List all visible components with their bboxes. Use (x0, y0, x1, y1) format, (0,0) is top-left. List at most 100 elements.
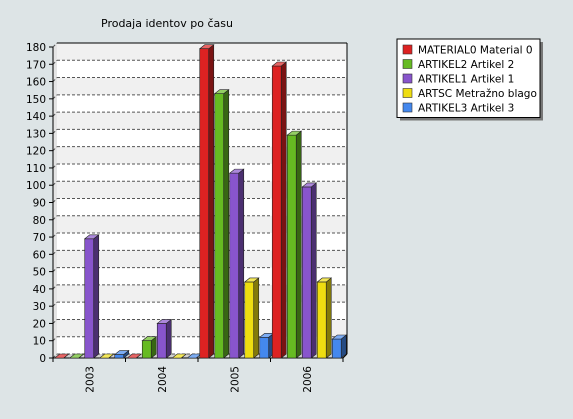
y-tick-label: 110 (26, 163, 46, 175)
bar-side (208, 44, 215, 359)
bar (53, 353, 70, 359)
legend-swatch (402, 44, 413, 55)
bar-top (301, 182, 318, 188)
bar (141, 336, 158, 359)
bar-top (198, 44, 215, 50)
gridline (52, 284, 58, 290)
legend-box (396, 38, 541, 118)
bar-top (113, 350, 130, 355)
bar-top (286, 130, 303, 136)
x-tick-label: 2006 (302, 366, 314, 393)
gridline (52, 267, 58, 272)
bar-front (156, 323, 167, 359)
bar-front (331, 338, 342, 359)
chart-title: Prodaja identov po času (101, 17, 233, 30)
bar (243, 277, 260, 359)
bar-side (325, 277, 332, 359)
legend-label: ARTIKEL2 Artikel 2 (418, 59, 514, 71)
bar (301, 182, 318, 359)
y-tick-label: 180 (26, 42, 46, 54)
y-tick-label: 40 (33, 284, 46, 296)
bar-front (114, 354, 125, 359)
legend-swatch (402, 88, 413, 98)
gridline (52, 111, 58, 117)
legend-label: ARTIKEL1 Artikel 1 (418, 74, 514, 86)
gridline (52, 232, 58, 238)
x-tick-label: 2003 (84, 366, 96, 393)
y-tick-label: 170 (26, 59, 46, 71)
bar-top (68, 353, 85, 359)
bar-side (253, 277, 260, 359)
bar-top (316, 277, 333, 283)
bar (156, 318, 173, 359)
legend-swatch (402, 73, 413, 84)
legend-swatch (402, 59, 413, 69)
bar-top (171, 353, 188, 359)
y-tick-label: 150 (26, 94, 46, 106)
gridline (52, 198, 58, 203)
bar-top (156, 319, 173, 324)
bar (286, 130, 303, 359)
bar-top (141, 336, 158, 342)
y-tick-label: 30 (33, 301, 46, 313)
bar-side (310, 182, 317, 359)
bar-front (316, 281, 327, 359)
gridline (52, 129, 58, 134)
bar-front (271, 65, 282, 359)
bar-front (259, 336, 270, 359)
bar-front (301, 186, 312, 359)
gridline (52, 146, 58, 152)
bar (198, 44, 215, 359)
bar-top (98, 353, 115, 359)
bar (83, 234, 100, 359)
bar (126, 353, 143, 359)
bar (171, 353, 188, 359)
gridline (52, 319, 58, 324)
gridline (52, 249, 58, 255)
x-tick-label: 2004 (157, 366, 169, 393)
plot-frame-corner (342, 353, 348, 359)
gridline (52, 163, 58, 169)
bar (68, 353, 85, 359)
bar-top (271, 61, 288, 67)
bar-front (244, 281, 255, 359)
y-tick-label: 0 (39, 353, 46, 365)
bar-top (53, 353, 70, 359)
bar-side (238, 168, 245, 359)
legend: MATERIAL0 Material 0 ARTIKEL2 Artikel 2 AR… (396, 38, 543, 121)
bar-side (295, 130, 302, 359)
bar (213, 89, 230, 359)
gridline (52, 301, 58, 307)
bar-front (84, 238, 95, 359)
bar (228, 168, 245, 359)
bar-front (199, 48, 210, 359)
y-tick-label: 60 (33, 249, 46, 261)
x-tick-label: 2005 (229, 366, 241, 393)
y-tick-label: 120 (26, 146, 46, 158)
y-tick-label: 130 (26, 128, 46, 140)
y-tick-label: 160 (26, 77, 46, 89)
bar-top (243, 277, 260, 283)
gridline (52, 215, 58, 221)
gridline (52, 353, 58, 359)
bar (98, 353, 115, 359)
legend-label: ARTIKEL3 Artikel 3 (418, 103, 514, 115)
y-tick-label: 10 (33, 336, 46, 348)
gridline (52, 94, 58, 100)
bar-top (213, 89, 230, 94)
y-tick-label: 70 (33, 232, 46, 244)
bar-top (83, 234, 100, 240)
bar-side (165, 318, 172, 359)
gridline (52, 336, 58, 342)
gridline (52, 42, 58, 48)
bar-side (223, 89, 230, 359)
bar-top (126, 353, 143, 359)
y-tick-label: 100 (26, 180, 46, 192)
legend-label: MATERIAL0 Material 0 (418, 45, 533, 57)
gridline (52, 180, 58, 186)
gridline (52, 59, 58, 65)
bar-side (280, 61, 287, 359)
bar-side (93, 234, 100, 359)
bar-top (331, 334, 348, 340)
